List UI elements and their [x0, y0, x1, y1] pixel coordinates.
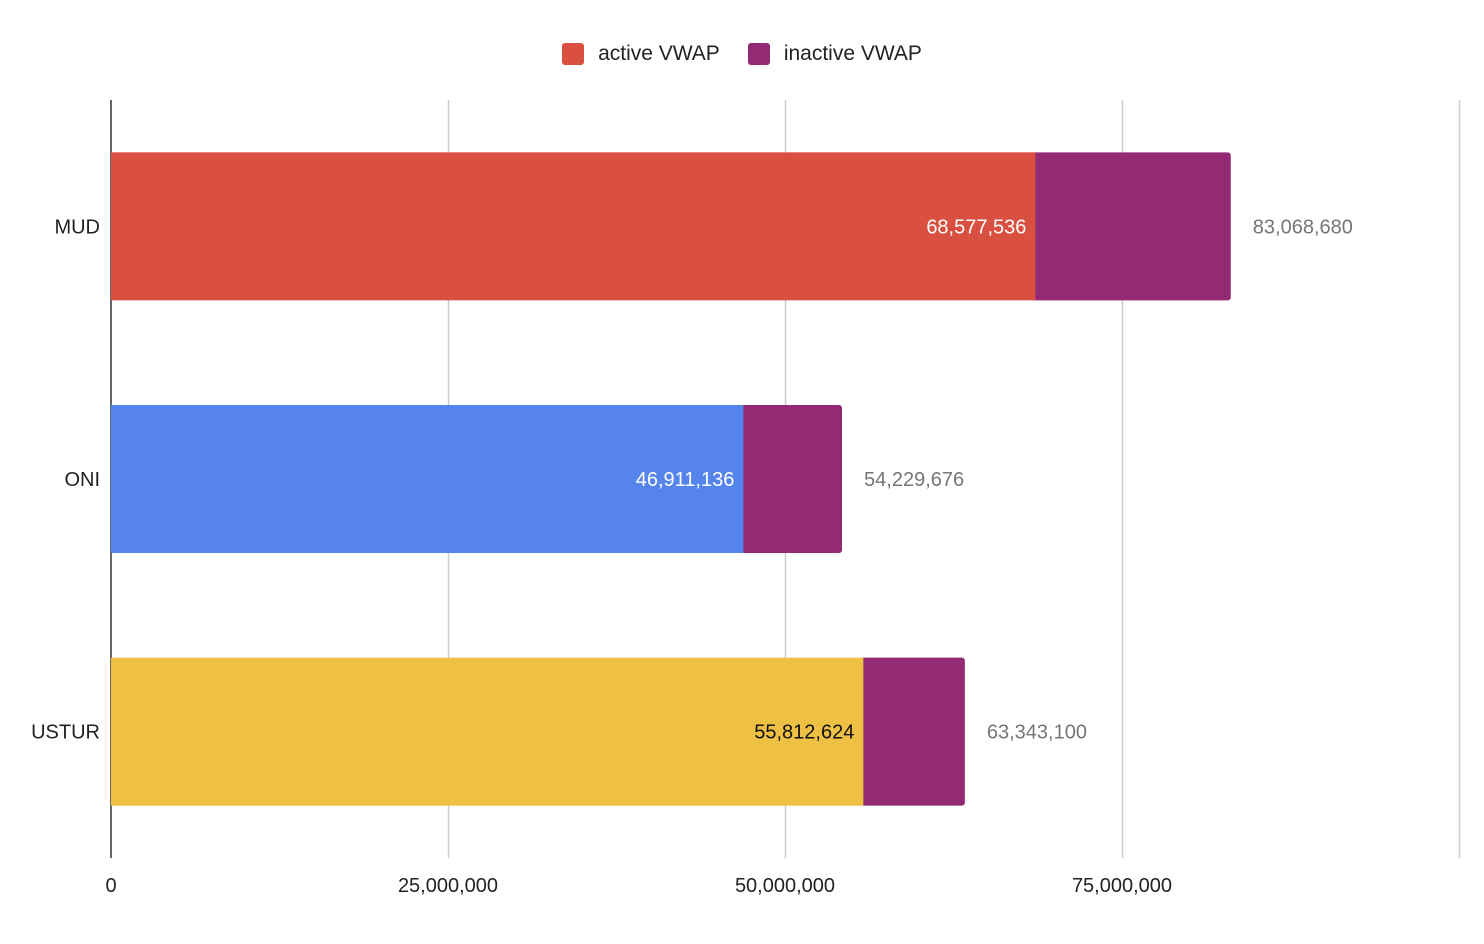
x-tick-label-2: 50,000,000: [735, 875, 835, 897]
x-tick-label-3: 75,000,000: [1072, 875, 1172, 897]
legend-swatch-active-vwap: [562, 43, 585, 65]
data-label-active-vwap-ustur: 55,812,624: [754, 722, 854, 744]
data-label-active-vwap-oni: 46,911,136: [636, 469, 735, 491]
x-tick-label-1: 25,000,000: [398, 875, 498, 897]
data-label-total-ustur: 63,343,100: [987, 722, 1087, 744]
legend-label-inactive-vwap: inactive VWAP: [783, 42, 922, 65]
bar-active-vwap-oni: [111, 405, 744, 553]
bar-inactive-vwap-mud: [1031, 152, 1231, 301]
legend-item-active-vwap[interactable]: active VWAP: [562, 42, 720, 66]
legend-swatch-inactive-vwap: [747, 43, 770, 65]
legend-item-inactive-vwap[interactable]: inactive VWAP: [747, 42, 922, 66]
bar-inactive-vwap-ustur: [859, 657, 965, 806]
x-tick-label-0: 0: [105, 875, 116, 897]
category-label-mud: MUD: [54, 216, 100, 238]
bar-inactive-vwap-oni: [739, 405, 843, 553]
bar-active-vwap-mud: [111, 152, 1036, 301]
data-label-total-mud: 83,068,680: [1253, 216, 1353, 238]
data-label-total-oni: 54,229,676: [864, 469, 964, 491]
category-label-ustur: USTUR: [31, 722, 100, 744]
legend: active VWAP inactive VWAP: [0, 42, 1484, 66]
data-label-active-vwap-mud: 68,577,536: [926, 216, 1026, 238]
bar-active-vwap-ustur: [111, 657, 864, 806]
legend-label-active-vwap: active VWAP: [598, 42, 720, 65]
category-label-oni: ONI: [64, 469, 100, 491]
